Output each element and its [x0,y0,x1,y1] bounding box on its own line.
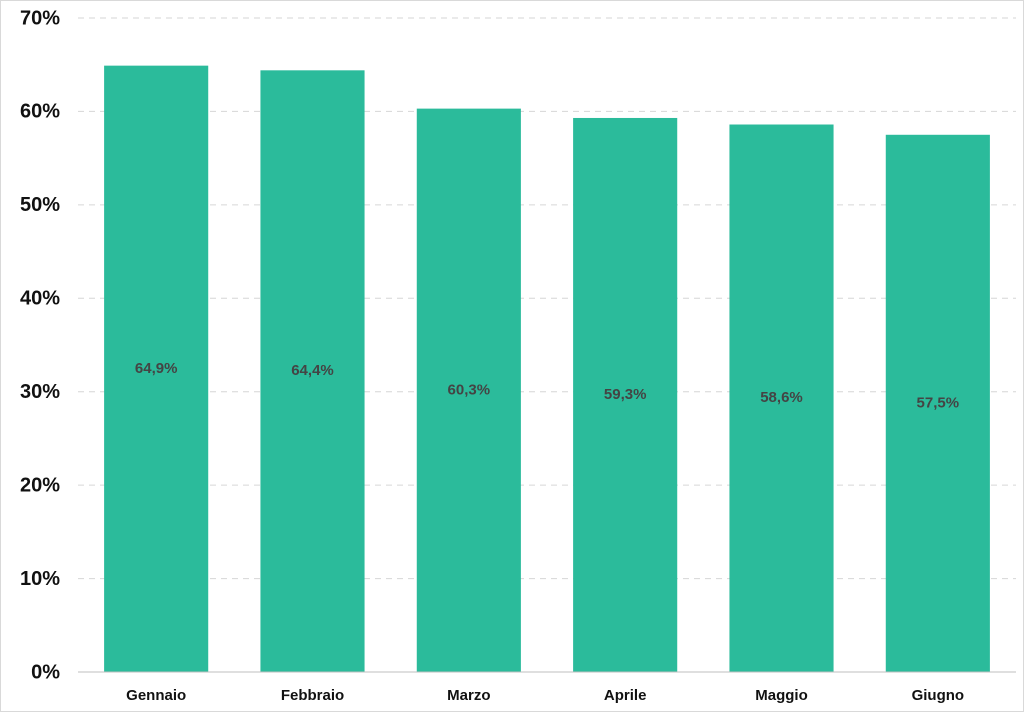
y-tick-label: 10% [20,568,60,590]
value-label: 64,4% [291,362,334,379]
bar [573,117,678,673]
bar [729,124,834,673]
value-label: 60,3% [448,381,491,398]
x-tick-label: Marzo [447,687,490,704]
y-tick-label: 40% [20,288,60,310]
y-tick-label: 30% [20,381,60,403]
bar [885,134,990,673]
value-label: 57,5% [917,394,960,411]
x-tick-label: Giugno [912,687,965,704]
value-label: 58,6% [760,389,803,406]
value-label: 64,9% [135,360,178,377]
y-tick-label: 60% [20,101,60,123]
bar [260,70,365,672]
x-tick-label: Maggio [755,687,808,704]
x-tick-label: Febbraio [281,687,344,704]
y-tick-label: 50% [20,194,60,216]
y-tick-label: 70% [20,7,60,29]
bar [104,65,209,673]
x-tick-label: Gennaio [126,687,186,704]
value-label: 59,3% [604,386,647,403]
x-tick-label: Aprile [604,687,647,704]
y-tick-label: 0% [31,661,60,683]
bar [416,108,521,672]
y-tick-label: 20% [20,474,60,496]
